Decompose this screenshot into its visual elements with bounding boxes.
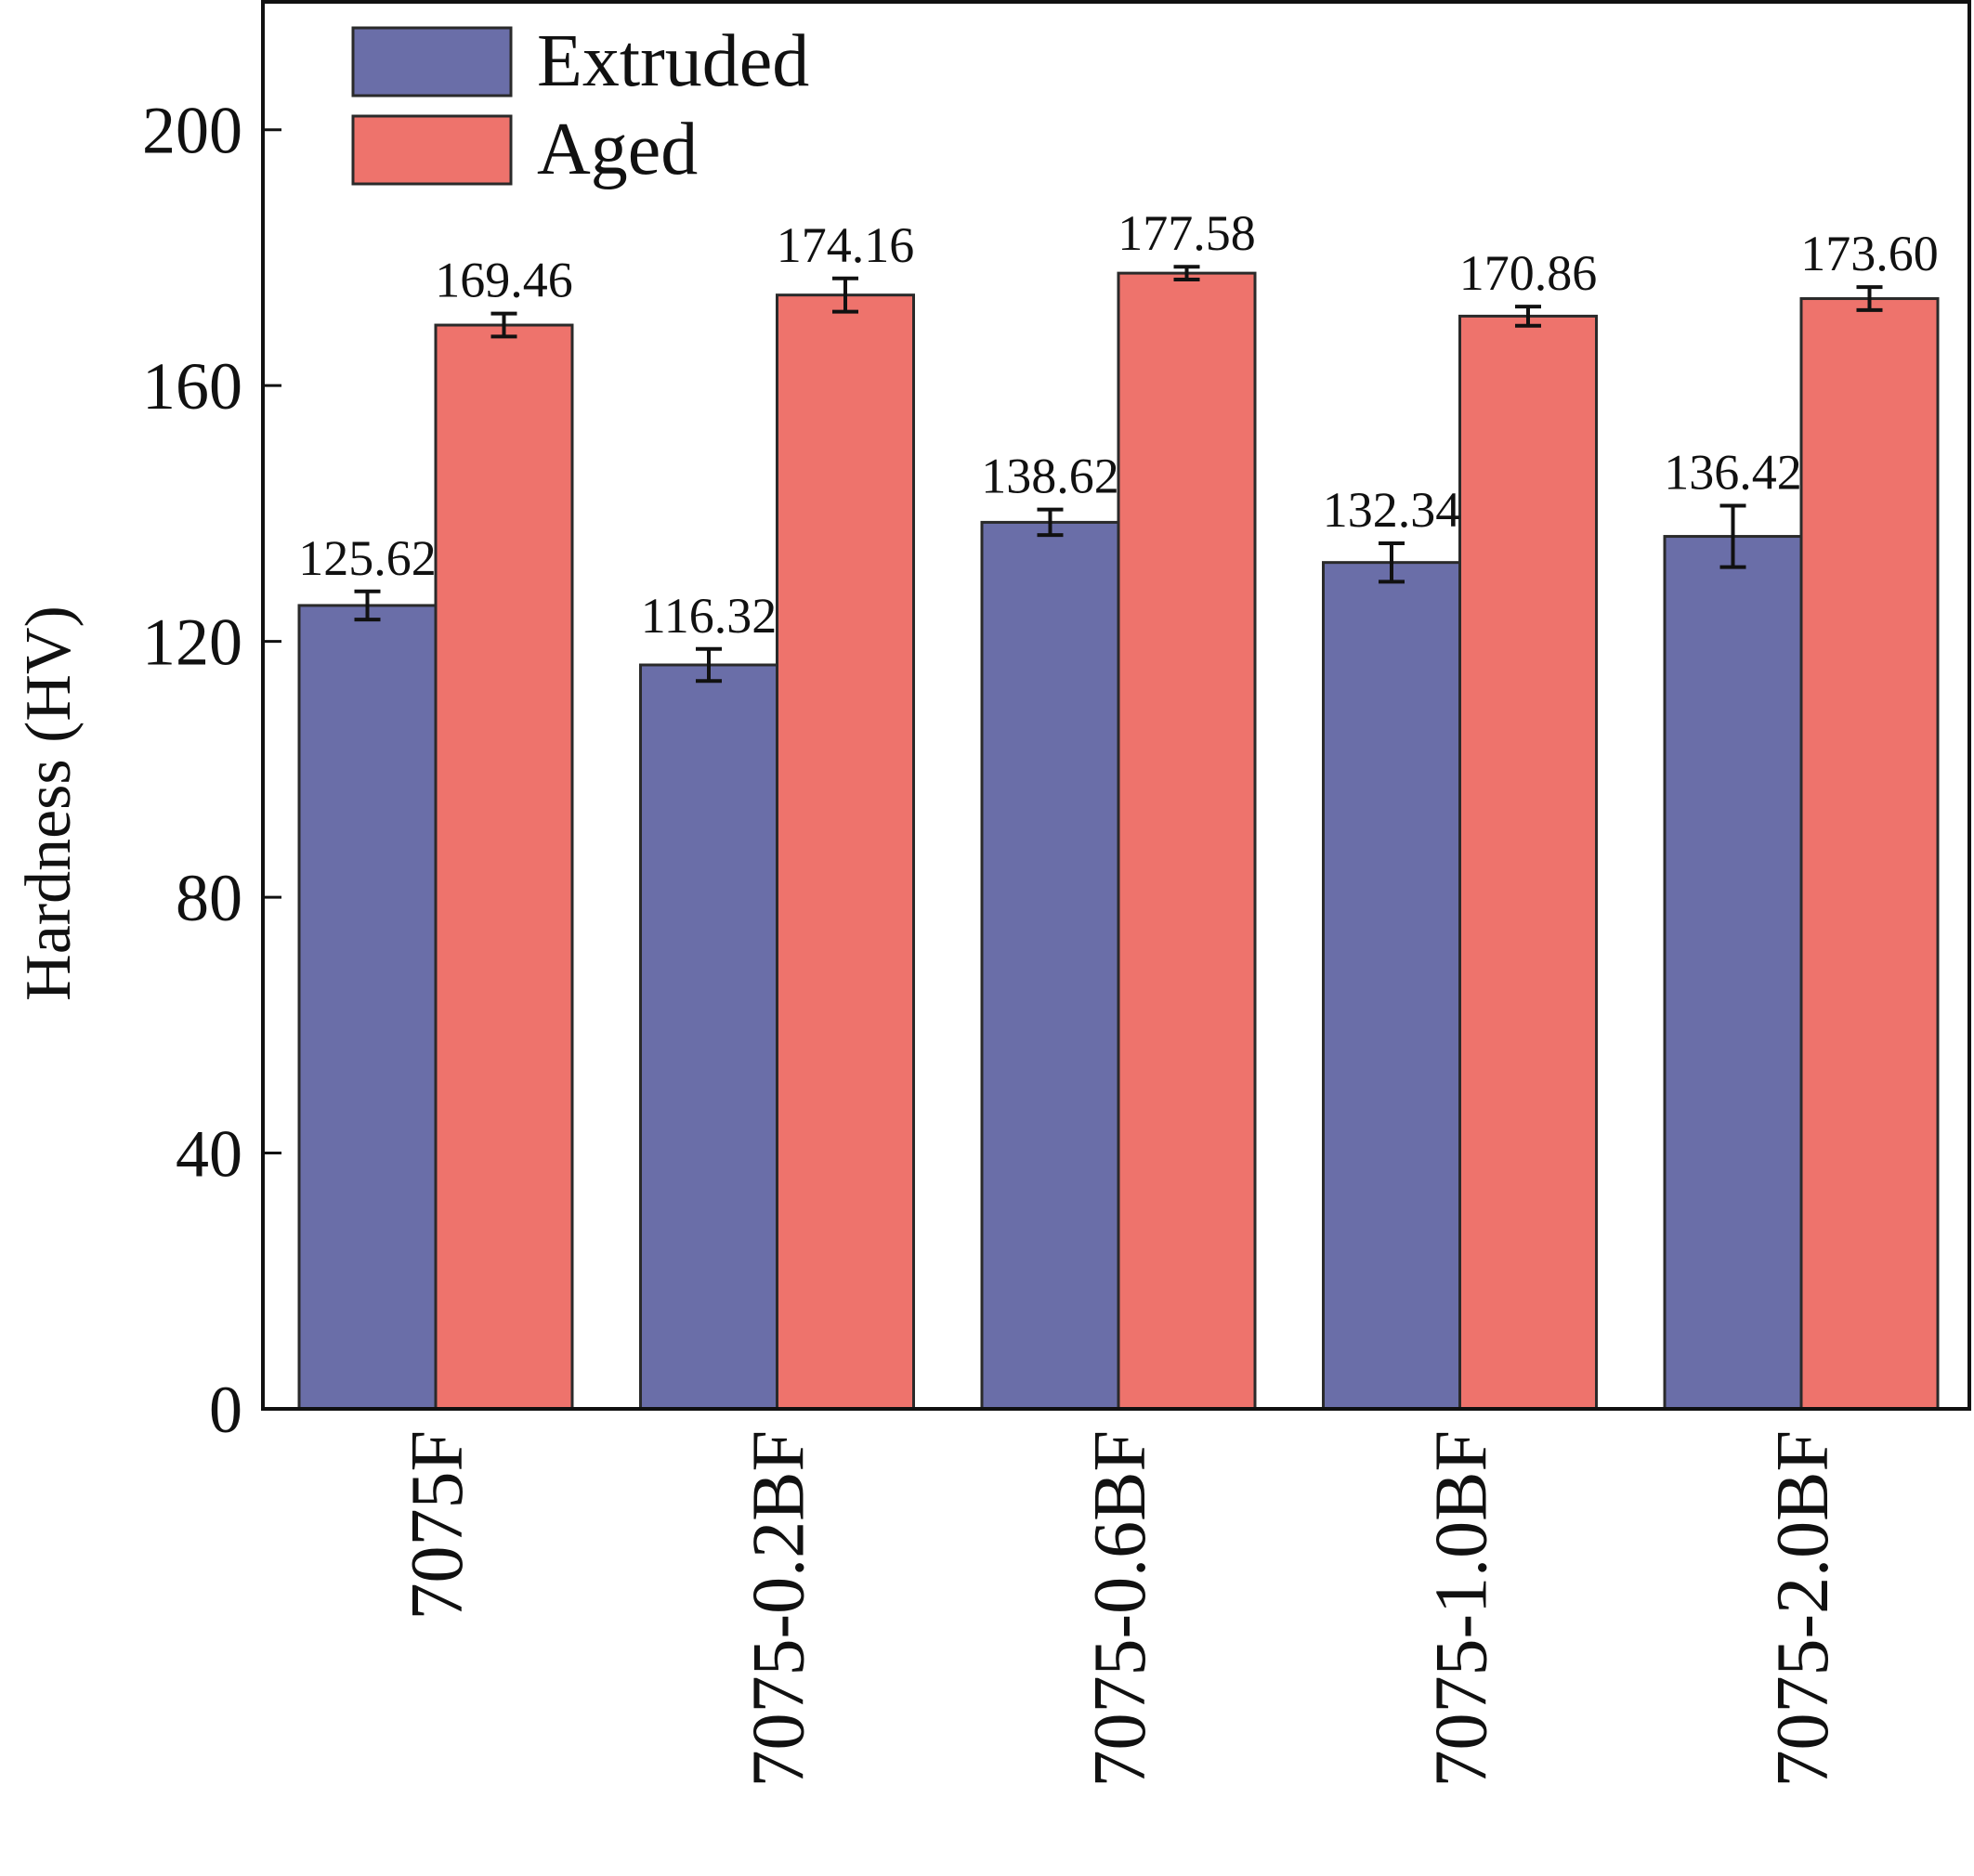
x-tick-label-0: 7075F [397, 1430, 478, 1621]
x-tick-label-2: 7075-0.6BF [1079, 1430, 1161, 1788]
y-tick-label: 120 [142, 606, 242, 680]
x-tick-label-4: 7075-2.0BF [1762, 1430, 1844, 1788]
value-label-extruded-4: 136.42 [1664, 445, 1802, 501]
bar-extruded-3 [1322, 561, 1461, 1411]
legend-swatch-aged [351, 114, 513, 186]
value-label-aged-0: 169.46 [435, 253, 573, 308]
error-bars [354, 265, 1883, 684]
y-ticks: 0 40 80 120 160 200 [142, 94, 281, 1447]
value-label-extruded-1: 116.32 [641, 588, 778, 644]
bar-aged-3 [1458, 314, 1598, 1411]
bar-aged-4 [1799, 297, 1940, 1411]
x-tick-labels: 7075F 7075-0.2BF 7075-0.6BF 7075-1.0BF 7075-… [397, 1430, 1844, 1788]
value-label-aged-4: 173.60 [1800, 226, 1939, 281]
y-tick-label: 200 [142, 94, 242, 168]
value-labels: 125.62 169.46 116.32 174.16 138.62 177.58 132.… [298, 205, 1939, 644]
x-tick-label-1: 7075-0.2BF [739, 1430, 820, 1788]
y-axis-title: Hardness (HV) [13, 606, 85, 1001]
value-label-extruded-3: 132.34 [1323, 482, 1461, 538]
bar-extruded-2 [980, 520, 1120, 1411]
plot-frame [261, 0, 1971, 1411]
bar-aged-2 [1117, 271, 1257, 1411]
y-axis-title-group: Hardness (HV) [13, 606, 85, 1001]
bar-extruded-4 [1663, 535, 1803, 1411]
y-tick-label: 40 [176, 1117, 242, 1192]
value-label-aged-1: 174.16 [777, 217, 915, 273]
legend-swatch-extruded [351, 26, 513, 98]
value-label-aged-3: 170.86 [1459, 245, 1598, 301]
y-tick-label: 160 [142, 349, 242, 423]
value-label-aged-2: 177.58 [1118, 205, 1256, 261]
bar-aged-0 [434, 323, 574, 1411]
legend-label-aged: Aged [537, 109, 698, 190]
legend-label-extruded: Extruded [537, 20, 809, 102]
y-tick-label: 0 [209, 1373, 242, 1447]
bar-extruded-1 [639, 663, 778, 1411]
bar-extruded-0 [297, 604, 438, 1411]
x-tick-label-3: 7075-1.0BF [1421, 1430, 1503, 1788]
bar-aged-1 [776, 293, 915, 1411]
value-label-extruded-2: 138.62 [981, 449, 1119, 504]
value-label-extruded-0: 125.62 [298, 530, 437, 586]
y-tick-label: 80 [176, 861, 242, 935]
